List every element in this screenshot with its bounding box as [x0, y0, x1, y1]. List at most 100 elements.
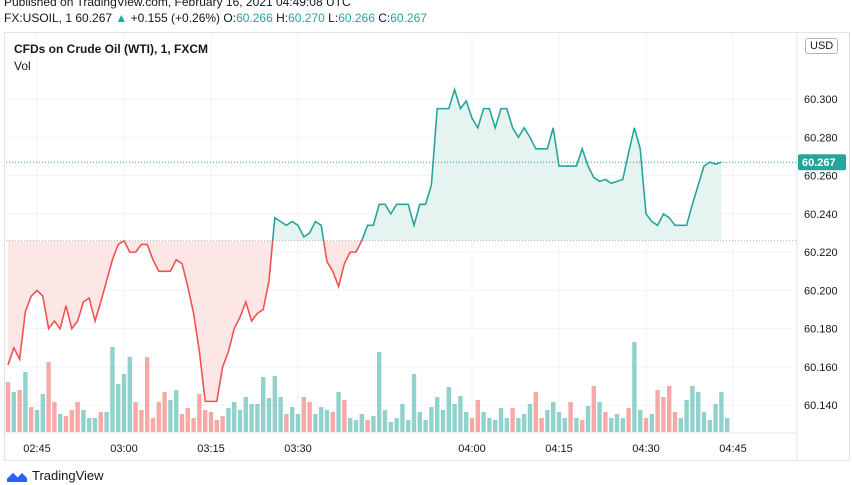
volume-bar — [661, 397, 666, 432]
volume-bar — [417, 412, 422, 432]
volume-bar — [266, 398, 272, 432]
volume-bar — [603, 412, 608, 432]
volume-bar — [197, 394, 202, 432]
last-price: 60.267 — [75, 11, 113, 25]
published-line: Published on TradingView.com, February 1… — [4, 0, 351, 9]
symbol-label: FX:USOIL, 1 — [4, 11, 73, 25]
volume-bar — [533, 392, 538, 432]
y-tick-label: 60.140 — [804, 400, 838, 412]
volume-bar — [516, 418, 521, 432]
volume-bar — [139, 410, 144, 432]
volume-bar — [249, 404, 254, 432]
y-tick-label: 60.260 — [804, 171, 838, 183]
volume-bar — [348, 418, 353, 432]
volume-bar — [255, 404, 260, 432]
volume-bar — [580, 420, 585, 432]
volume-bar — [29, 407, 34, 432]
volume-bar — [527, 404, 533, 432]
volume-bar — [632, 342, 637, 432]
volume-bar — [510, 408, 515, 432]
up-arrow-icon: ▲ — [115, 11, 128, 25]
volume-bar — [649, 414, 654, 432]
volume-bar — [562, 418, 567, 432]
volume-bar — [330, 412, 335, 432]
price-line — [7, 86, 722, 403]
volume-bar — [452, 404, 457, 432]
volume-bar — [179, 414, 185, 432]
y-axis: 60.300 60.280 60.260 60.240 60.220 60.200 60.1… — [804, 94, 838, 412]
volume-bar — [382, 410, 388, 432]
volume-bar — [481, 412, 486, 432]
volume-bar — [620, 418, 625, 432]
volume-bar — [522, 414, 527, 432]
footer-brand-label: TradingView — [32, 468, 104, 483]
close-label: C: — [378, 11, 391, 25]
volume-bar — [34, 410, 40, 432]
volume-bar — [487, 418, 492, 432]
y-tick-label: 60.200 — [804, 285, 838, 297]
volume-bar — [313, 414, 318, 432]
volume-bar — [133, 402, 138, 432]
volume-bar — [272, 376, 277, 432]
volume-bar — [591, 386, 596, 432]
volume-bar — [156, 402, 161, 432]
high-value: 60.270 — [288, 11, 325, 25]
volume-bar — [504, 418, 509, 432]
y-tick-label: 60.220 — [804, 247, 838, 259]
volume-bar — [87, 418, 92, 432]
volume-bar — [63, 416, 69, 432]
volume-bar — [353, 420, 359, 432]
x-tick-label: 04:45 — [719, 443, 747, 455]
open-value: 60.266 — [236, 11, 273, 25]
volume-bar — [655, 390, 660, 432]
volume-bar — [701, 412, 707, 432]
chart-frame — [4, 32, 850, 461]
volume-bar — [69, 410, 74, 432]
volume-bar — [81, 410, 86, 432]
volume-bar — [475, 400, 480, 432]
volume-bar — [261, 377, 266, 432]
currency-button[interactable]: USD — [805, 38, 839, 54]
price-line-above — [122, 86, 722, 241]
current-price-tag: 60.267 — [798, 154, 846, 171]
volume-bar — [319, 407, 324, 432]
volume-bar — [429, 407, 434, 432]
footer-brand[interactable]: TradingView — [6, 468, 104, 483]
volume-bar — [684, 400, 689, 432]
volume-bar — [46, 362, 51, 432]
volume-bar — [365, 420, 370, 432]
volume-bar — [116, 384, 121, 432]
volume-bar — [371, 416, 376, 432]
volume-bar — [626, 408, 631, 432]
volume-bar — [411, 374, 417, 432]
low-label: L: — [328, 11, 339, 25]
price-line-below — [7, 240, 363, 403]
volume-bar — [98, 412, 103, 432]
volume-bar — [713, 404, 718, 432]
volume-bar — [423, 420, 428, 432]
volume-bar — [359, 414, 364, 432]
volume-bar — [110, 347, 115, 432]
x-tick-label: 04:30 — [632, 443, 660, 455]
x-axis: 02:45 03:00 03:15 03:30 04:00 04:15 04:30 04:45 — [23, 443, 747, 455]
open-label: O: — [223, 11, 237, 25]
current-price-tag-bg — [798, 154, 846, 171]
low-value: 60.266 — [338, 11, 375, 25]
tradingview-logo-icon — [6, 470, 27, 482]
volume-bar — [104, 412, 109, 432]
volume-bar — [707, 420, 712, 432]
volume-bar — [493, 420, 498, 432]
volume-bar — [400, 404, 405, 432]
volume-bar — [324, 410, 330, 432]
volume-bar — [243, 397, 248, 432]
y-tick-label: 60.300 — [804, 94, 838, 106]
volume-bar — [469, 418, 475, 432]
volume-bar — [237, 410, 243, 432]
volume-bar — [226, 408, 231, 432]
volume-bar — [17, 390, 22, 432]
volume-bar — [284, 414, 289, 432]
volume-bar — [719, 392, 724, 432]
volume-bar — [597, 402, 602, 432]
volume-bar — [406, 420, 411, 432]
